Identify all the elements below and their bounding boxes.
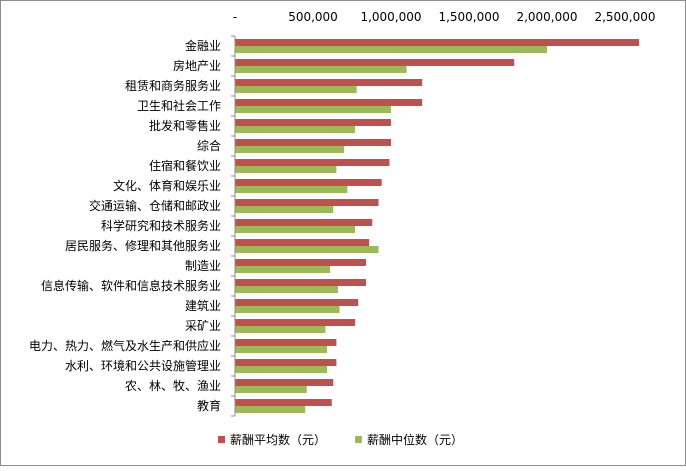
category-label: 信息传输、软件和信息技术服务业: [41, 278, 221, 293]
legend-swatch: [218, 436, 225, 443]
category-label: 批发和零售业: [149, 118, 221, 133]
bar-median: [235, 246, 379, 253]
x-tick-label: 500,000: [288, 10, 338, 24]
bar-average: [235, 159, 390, 166]
bar-median: [235, 386, 307, 393]
bar-average: [235, 259, 367, 266]
bar-average: [235, 179, 382, 186]
bar-median: [235, 186, 348, 193]
category-label: 住宿和餐饮业: [149, 158, 221, 173]
bar-median: [235, 406, 306, 413]
x-tick-label: 2,500,000: [594, 10, 655, 24]
category-label: 居民服务、修理和其他服务业: [65, 238, 221, 253]
x-tick-label: 1,000,000: [360, 10, 421, 24]
category-label: 采矿业: [185, 319, 221, 333]
x-tick-label: 2,000,000: [516, 10, 577, 24]
category-label: 水利、环境和公共设施管理业: [65, 358, 221, 373]
bar-median: [235, 346, 328, 353]
legend-label: 薪酬平均数（元）: [230, 432, 326, 447]
category-label: 房地产业: [173, 58, 221, 73]
legend: 薪酬平均数（元） 薪酬中位数（元）: [218, 432, 463, 447]
bar-average: [235, 359, 337, 366]
bars: [235, 39, 640, 413]
bar-median: [235, 86, 357, 93]
legend-label: 薪酬中位数（元）: [367, 432, 463, 447]
bar-median: [235, 286, 338, 293]
x-tick-label: -: [233, 10, 237, 24]
bar-average: [235, 139, 391, 146]
bar-average: [235, 299, 359, 306]
category-label: 文化、体育和娱乐业: [113, 178, 221, 193]
category-labels: 金融业房地产业租赁和商务服务业卫生和社会工作批发和零售业综合住宿和餐饮业文化、体…: [29, 38, 221, 413]
bar-median: [235, 46, 547, 53]
category-label: 建筑业: [185, 298, 221, 313]
bar-median: [235, 66, 407, 73]
bar-median: [235, 326, 326, 333]
bar-median: [235, 166, 337, 173]
legend-swatch: [355, 436, 362, 443]
bar-average: [235, 399, 332, 406]
bar-average: [235, 99, 423, 106]
bar-average: [235, 279, 367, 286]
bar-median: [235, 106, 391, 113]
x-axis-ticks: - 500,000 1,000,000 1,500,000 2,000,000 2,500…: [233, 10, 656, 24]
category-label: 制造业: [185, 259, 221, 273]
category-label: 科学研究和技术服务业: [101, 218, 221, 233]
bar-median: [235, 226, 356, 233]
category-label: 电力、热力、燃气及水生产和供应业: [29, 338, 221, 353]
category-label: 金融业: [185, 38, 221, 53]
category-label: 卫生和社会工作: [137, 98, 221, 113]
category-label: 农、林、牧、渔业: [125, 379, 221, 393]
bar-average: [235, 59, 515, 66]
bar-median: [235, 266, 331, 273]
bar-average: [235, 39, 640, 46]
bar-average: [235, 79, 423, 86]
bar-average: [235, 119, 391, 126]
bar-average: [235, 379, 334, 386]
bar-average: [235, 239, 370, 246]
category-label: 交通运输、仓储和邮政业: [89, 198, 221, 213]
bar-average: [235, 219, 373, 226]
bar-median: [235, 126, 356, 133]
category-label: 教育: [197, 398, 221, 413]
bar-average: [235, 339, 337, 346]
bar-median: [235, 366, 328, 373]
category-label: 综合: [197, 138, 221, 153]
category-label: 租赁和商务服务业: [125, 78, 221, 93]
bar-median: [235, 306, 340, 313]
x-tick-label: 1,500,000: [438, 10, 499, 24]
bar-median: [235, 146, 345, 153]
bar-average: [235, 319, 356, 326]
bar-average: [235, 199, 379, 206]
bar-median: [235, 206, 334, 213]
